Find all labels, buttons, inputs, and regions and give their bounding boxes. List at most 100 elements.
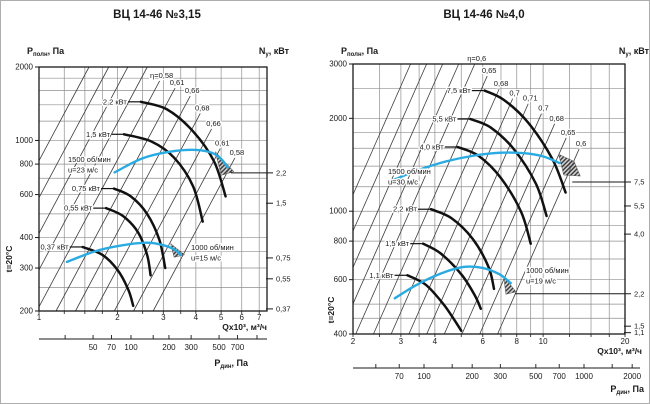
efficiency-label: 0,66 bbox=[185, 86, 200, 95]
rpm-annotation: u=15 м/с bbox=[191, 254, 221, 263]
secondary-tick-label: 300 bbox=[494, 372, 508, 381]
x-tick-label: 6 bbox=[240, 313, 245, 322]
power-curve-label: 1,5 кВт bbox=[86, 130, 111, 139]
power-curve bbox=[456, 145, 532, 245]
power-curve-label: 0,75 кВт bbox=[72, 184, 101, 193]
duty-zone-hatch bbox=[558, 153, 581, 177]
ny-value: 7,5 bbox=[634, 177, 644, 186]
secondary-tick-label: 2000 bbox=[623, 372, 641, 381]
power-curve bbox=[421, 242, 483, 310]
power-curve bbox=[406, 274, 463, 332]
secondary-tick-label: 70 bbox=[107, 343, 116, 352]
efficiency-line bbox=[352, 63, 444, 268]
power-curve bbox=[139, 100, 227, 198]
power-curves: 2,2 кВт 1,5 кВт 0,75 кВт 0,55 кВт 0,37 кВт bbox=[39, 96, 227, 308]
y-tick-label: 300 bbox=[20, 264, 34, 273]
x-tick-label: 2 bbox=[115, 313, 120, 322]
x-tick-label: 3 bbox=[399, 337, 404, 346]
efficiency-label: 0,66 bbox=[206, 119, 221, 128]
y-tick-label: 800 bbox=[20, 160, 34, 169]
chart-left: η=0,580,610,660,680,660,610,582,2 кВт1,5… bbox=[4, 9, 291, 370]
y-tick-label: 2000 bbox=[15, 63, 33, 72]
dynamic-pressure-axis: 70 100 200 300 500 700 1000 2000 bbox=[353, 364, 642, 381]
x-tick-label: 7 bbox=[257, 313, 262, 322]
power-curve-label: 4,0 кВт bbox=[420, 142, 445, 151]
efficiency-line bbox=[38, 66, 90, 161]
power-curve-label: 7,5 кВт bbox=[447, 86, 472, 95]
fan-curves: 1500 об/мин u=23 м/с 1000 об/мин u=15 м/с bbox=[65, 148, 235, 264]
rpm-annotation: 1500 об/мин bbox=[388, 167, 431, 176]
secondary-tick-label: 70 bbox=[395, 372, 404, 381]
secondary-tick-label: 500 bbox=[212, 343, 226, 352]
secondary-tick-label: 50 bbox=[89, 343, 98, 352]
efficiency-label: 0,58 bbox=[230, 148, 245, 157]
pressure-axis-caption: Pполн, Па bbox=[27, 46, 65, 58]
x-tick-label: 3 bbox=[161, 313, 166, 322]
efficiency-line bbox=[38, 66, 110, 198]
y-tick-label: 200 bbox=[20, 307, 34, 316]
chart-title: ВЦ 14-46 №4,0 bbox=[443, 9, 524, 21]
power-axis-caption: Ny, кВт bbox=[619, 46, 650, 58]
chart-right: η=0,60,650,680,70,710,70,680,650,67,5 кВ… bbox=[326, 9, 650, 396]
power-curve-label: 2,2 кВт bbox=[103, 97, 128, 106]
power-curve-label: 2,2 кВт bbox=[393, 205, 418, 214]
efficiency-line bbox=[55, 87, 176, 312]
ny-value: 1,5 bbox=[276, 199, 286, 208]
efficiency-label: 0,65 bbox=[482, 66, 497, 75]
x-tick-label: 4 bbox=[433, 337, 438, 346]
x-tick-label: 8 bbox=[515, 337, 520, 346]
efficiency-lines: η=0,60,650,680,70,710,70,680,650,6 bbox=[352, 53, 588, 335]
efficiency-line bbox=[94, 113, 201, 312]
ny-scale: 7,5 5,5 4,0 2,2 1,51,1 bbox=[515, 177, 644, 337]
fan-curve bbox=[113, 148, 229, 174]
efficiency-line bbox=[373, 75, 488, 335]
y-tick-label: 600 bbox=[334, 275, 348, 284]
secondary-tick-label: 300 bbox=[184, 343, 198, 352]
secondary-tick-label: 700 bbox=[231, 343, 245, 352]
efficiency-line bbox=[352, 63, 427, 232]
efficiency-line bbox=[390, 88, 500, 335]
rpm-annotation: u=30 м/с bbox=[388, 178, 418, 187]
pressure-axis-caption: Pполн, Па bbox=[341, 46, 379, 58]
plot-border bbox=[38, 66, 268, 312]
efficiency-line bbox=[38, 66, 148, 271]
efficiency-label: 0,68 bbox=[195, 103, 210, 112]
power-curve-label: 1,5 кВт bbox=[385, 239, 410, 248]
efficiency-label: 0,61 bbox=[170, 78, 185, 87]
y-tick-label: 1000 bbox=[329, 207, 347, 216]
temperature-label: t=20°C bbox=[4, 246, 14, 273]
efficiency-line bbox=[352, 63, 411, 195]
secondary-tick-label: 500 bbox=[529, 372, 543, 381]
ny-scale: 2,2 1,5 0,75 0,55 0,37 bbox=[230, 168, 291, 313]
power-curve bbox=[429, 207, 496, 291]
rpm-annotation: 1000 об/мин bbox=[526, 266, 569, 275]
fan-curve bbox=[65, 241, 182, 264]
power-curve-label: 5,5 кВт bbox=[432, 115, 457, 124]
efficiency-line bbox=[352, 63, 460, 304]
power-axis-caption: Ny, кВт bbox=[259, 46, 290, 58]
power-curve-label: 0,55 кВт bbox=[64, 204, 93, 213]
x-tick-label: 6 bbox=[481, 337, 486, 346]
rpm-annotation: 1500 об/мин bbox=[68, 155, 111, 164]
y-tick-label: 2000 bbox=[329, 114, 347, 123]
ny-value: 0,37 bbox=[276, 304, 291, 313]
efficiency-label: 0,68 bbox=[549, 114, 564, 123]
ny-value: 0,55 bbox=[276, 274, 291, 283]
efficiency-line bbox=[133, 148, 221, 312]
ny-value: 4,0 bbox=[634, 230, 644, 239]
power-curve bbox=[469, 117, 548, 218]
x-tick-label: 4 bbox=[194, 313, 199, 322]
chart-title: ВЦ 14-46 №3,15 bbox=[113, 9, 201, 21]
fan-curves: 1500 об/мин u=30 м/с 1000 об/мин u=19 м/с bbox=[387, 151, 581, 300]
efficiency-line bbox=[426, 103, 529, 335]
dynamic-pressure-axis: 50 70 100 200 300 500 700 bbox=[39, 335, 267, 352]
x-tick-label: 2 bbox=[351, 337, 356, 346]
power-curve bbox=[112, 187, 167, 270]
flow-axis-caption: Qx10³, м³/ч bbox=[597, 346, 642, 356]
efficiency-label: 0,65 bbox=[561, 128, 576, 137]
power-curves: 7,5 кВт 5,5 кВт 4,0 кВт 2,2 кВт 1,5 кВт 1,1 к… bbox=[368, 85, 567, 332]
power-curve bbox=[104, 206, 152, 277]
rpm-annotation: 1000 об/мин bbox=[191, 243, 234, 252]
